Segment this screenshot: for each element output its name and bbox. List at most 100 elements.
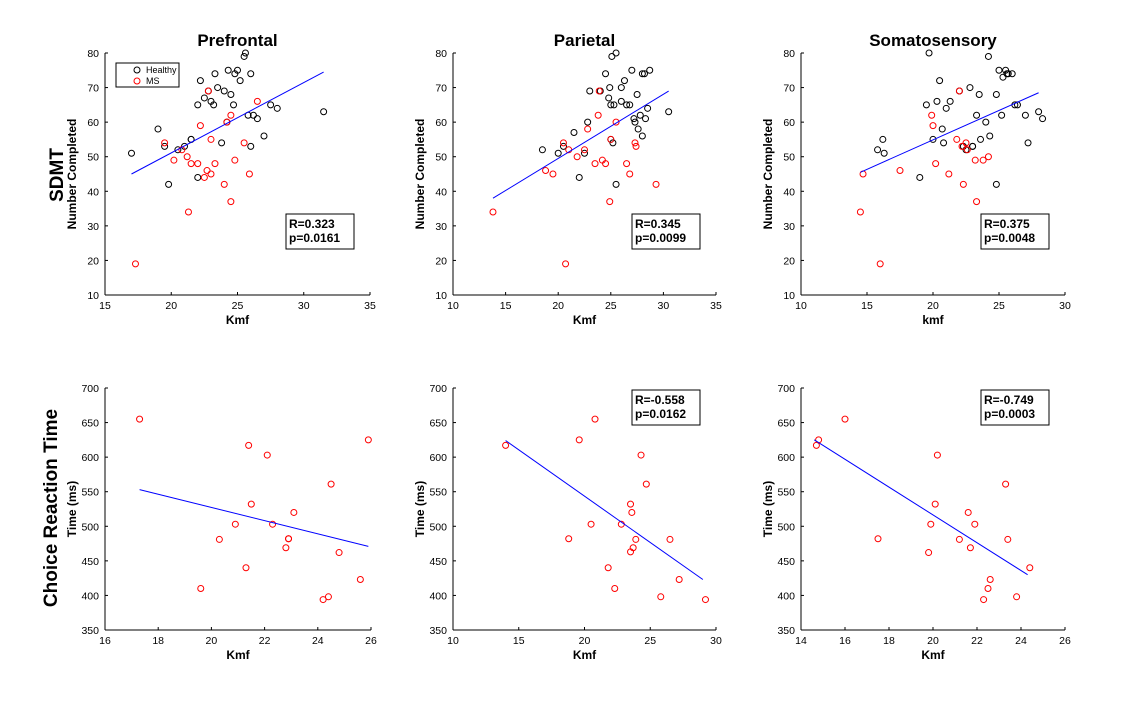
stats-r-value: R=0.375: [984, 217, 1030, 231]
healthy-point: [946, 97, 954, 105]
healthy-point: [623, 101, 631, 109]
y-tick-label: 400: [81, 590, 99, 602]
ms-point: [594, 111, 602, 119]
ms-point: [602, 160, 610, 168]
healthy-point: [570, 129, 578, 137]
ms-point: [931, 500, 939, 508]
chart-panel: 15 20 25 30 35 10 20 30 40 50 60 70 80 Prefrontal Kmf N…: [65, 31, 376, 327]
ms-point: [973, 198, 981, 206]
y-tick-label: 500: [81, 521, 99, 533]
healthy-point: [559, 142, 567, 150]
ms-point: [245, 170, 253, 178]
ms-point: [612, 118, 620, 126]
healthy-point: [260, 132, 268, 140]
ms-point: [955, 87, 963, 95]
stats-box-border: [980, 389, 1050, 426]
healthy-point: [929, 135, 937, 143]
ms-point: [247, 500, 255, 508]
y-tick-label: 350: [777, 625, 795, 637]
ms-point: [573, 153, 581, 161]
ms-point: [356, 576, 364, 584]
x-tick-label: 20: [579, 635, 591, 647]
healthy-point: [644, 104, 652, 112]
healthy-point: [642, 115, 650, 123]
healthy-point: [880, 149, 888, 157]
y-tick-label: 20: [783, 255, 795, 267]
ms-point: [606, 198, 614, 206]
healthy-point: [214, 84, 222, 92]
ms-point: [285, 535, 293, 543]
y-tick-label: 10: [435, 290, 447, 302]
ms-point: [131, 260, 139, 268]
healthy-point: [933, 97, 941, 105]
healthy-point: [161, 142, 169, 150]
ms-point: [932, 160, 940, 168]
healthy-point: [638, 70, 646, 78]
y-tick-label: 30: [87, 221, 99, 233]
healthy-point: [640, 70, 648, 78]
ms-point: [632, 142, 640, 150]
x-tick-label: 20: [206, 635, 218, 647]
healthy-point: [626, 101, 634, 109]
y-tick-label: 550: [429, 487, 447, 499]
healthy-point: [196, 77, 204, 85]
y-tick-label: 30: [435, 221, 447, 233]
healthy-point: [628, 66, 636, 74]
row-label-choice-reaction-time: Choice Reaction Time: [41, 409, 62, 607]
x-tick-label: 35: [710, 300, 722, 312]
ms-point: [628, 508, 636, 516]
x-tick-label: 15: [861, 300, 873, 312]
ms-point: [642, 480, 650, 488]
stats-p-value: p=0.0003: [984, 407, 1035, 421]
healthy-point: [879, 135, 887, 143]
ms-point: [200, 173, 208, 181]
ms-point: [964, 508, 972, 516]
healthy-point: [916, 173, 924, 181]
healthy-point: [634, 125, 642, 133]
ms-point: [565, 535, 573, 543]
y-tick-label: 50: [783, 152, 795, 164]
y-tick-label: 550: [777, 487, 795, 499]
x-tick-label: 26: [1059, 635, 1071, 647]
healthy-point: [608, 52, 616, 60]
ms-point: [207, 135, 215, 143]
x-axis-label: Kmf: [921, 648, 945, 662]
x-tick-label: 20: [165, 300, 177, 312]
healthy-point: [1035, 108, 1043, 116]
y-tick-label: 700: [777, 383, 795, 395]
healthy-point: [194, 101, 202, 109]
y-tick-label: 650: [777, 418, 795, 430]
x-tick-label: 26: [365, 635, 377, 647]
chart-panel: 10 15 20 25 30 35 10 20 30 40 50 60 70 80 Parietal Kmf N…: [413, 31, 722, 327]
healthy-point: [631, 118, 639, 126]
healthy-point: [607, 101, 615, 109]
healthy-point: [154, 125, 162, 133]
healthy-point: [992, 90, 1000, 98]
ms-point: [611, 585, 619, 593]
ms-point: [253, 97, 261, 105]
healthy-point: [247, 142, 255, 150]
y-tick-label: 40: [87, 186, 99, 198]
y-tick-label: 70: [783, 83, 795, 95]
regression-line: [131, 71, 324, 175]
ms-point: [324, 593, 332, 601]
ms-point: [161, 139, 169, 147]
y-tick-label: 50: [435, 152, 447, 164]
x-tick-label: 16: [839, 635, 851, 647]
healthy-point: [165, 180, 173, 188]
ms-point: [196, 122, 204, 130]
x-tick-label: 30: [1059, 300, 1071, 312]
ms-point: [959, 180, 967, 188]
x-tick-label: 10: [447, 300, 459, 312]
healthy-point: [999, 73, 1007, 81]
healthy-point: [936, 77, 944, 85]
chart-title: Somatosensory: [869, 31, 997, 50]
regression-line: [139, 489, 369, 547]
stats-box-border: [631, 213, 701, 250]
healthy-point: [602, 70, 610, 78]
healthy-point: [986, 132, 994, 140]
ms-point: [231, 520, 239, 528]
x-axis-label: Kmf: [226, 648, 250, 662]
healthy-point: [995, 66, 1003, 74]
